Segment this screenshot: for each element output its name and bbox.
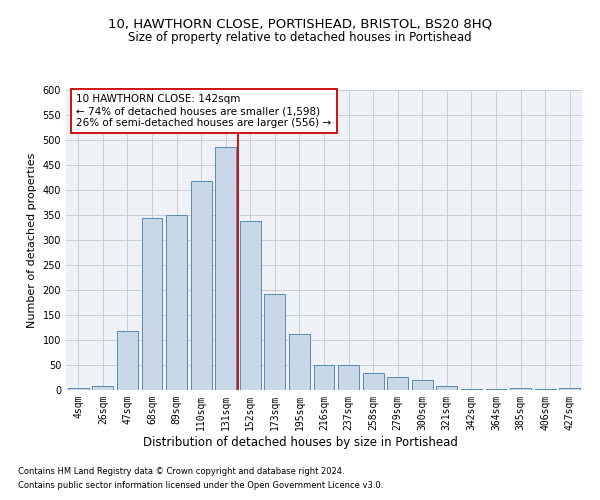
Bar bbox=[240, 221, 261, 390]
Bar bbox=[387, 376, 408, 390]
Bar bbox=[412, 380, 433, 390]
Bar bbox=[215, 146, 236, 390]
Bar bbox=[362, 372, 383, 390]
Bar bbox=[436, 386, 457, 390]
Text: 10, HAWTHORN CLOSE, PORTISHEAD, BRISTOL, BS20 8HQ: 10, HAWTHORN CLOSE, PORTISHEAD, BRISTOL,… bbox=[108, 18, 492, 30]
Bar bbox=[461, 388, 482, 390]
Text: Contains public sector information licensed under the Open Government Licence v3: Contains public sector information licen… bbox=[18, 481, 383, 490]
Text: Size of property relative to detached houses in Portishead: Size of property relative to detached ho… bbox=[128, 31, 472, 44]
Bar bbox=[117, 331, 138, 390]
Bar bbox=[92, 386, 113, 390]
Text: Contains HM Land Registry data © Crown copyright and database right 2024.: Contains HM Land Registry data © Crown c… bbox=[18, 467, 344, 476]
Bar bbox=[68, 388, 89, 390]
Bar bbox=[338, 365, 359, 390]
Bar bbox=[289, 334, 310, 390]
Bar bbox=[265, 294, 286, 390]
Text: Distribution of detached houses by size in Portishead: Distribution of detached houses by size … bbox=[143, 436, 457, 449]
Bar bbox=[142, 218, 163, 390]
Bar bbox=[535, 388, 556, 390]
Y-axis label: Number of detached properties: Number of detached properties bbox=[27, 152, 37, 328]
Bar bbox=[485, 388, 506, 390]
Bar bbox=[510, 388, 531, 390]
Bar bbox=[314, 365, 334, 390]
Bar bbox=[166, 215, 187, 390]
Bar bbox=[559, 388, 580, 390]
Bar bbox=[191, 181, 212, 390]
Text: 10 HAWTHORN CLOSE: 142sqm
← 74% of detached houses are smaller (1,598)
26% of se: 10 HAWTHORN CLOSE: 142sqm ← 74% of detac… bbox=[76, 94, 331, 128]
